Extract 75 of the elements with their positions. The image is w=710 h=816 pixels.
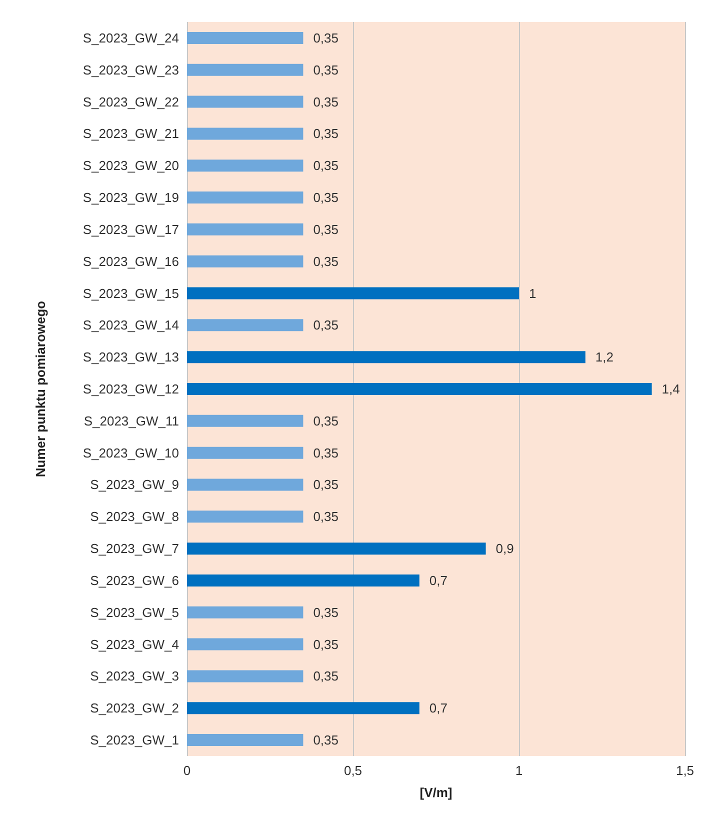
y-tick-label: S_2023_GW_7 xyxy=(90,541,179,556)
bar xyxy=(187,670,304,682)
y-tick-label: S_2023_GW_4 xyxy=(90,636,179,652)
data-label: 0,35 xyxy=(313,636,339,652)
y-tick-label: S_2023_GW_21 xyxy=(82,126,179,142)
data-label: 0,9 xyxy=(496,541,514,556)
y-tick-label: S_2023_GW_12 xyxy=(82,382,179,396)
y-tick-label: S_2023_GW_19 xyxy=(82,190,179,206)
x-tick-label: 1 xyxy=(515,763,523,778)
bar xyxy=(187,319,304,332)
x-axis-title: [V/m] xyxy=(420,785,452,800)
bar xyxy=(187,287,519,300)
bar xyxy=(187,96,304,108)
bar xyxy=(187,351,586,364)
data-label: 0,35 xyxy=(313,413,339,428)
data-label: 0,35 xyxy=(313,668,339,684)
y-tick-label: S_2023_GW_14 xyxy=(82,318,179,333)
y-tick-label: S_2023_GW_22 xyxy=(82,94,179,110)
data-label: 0,35 xyxy=(313,509,339,524)
bar xyxy=(187,606,304,618)
data-label: 0,35 xyxy=(313,732,339,748)
data-label: 0,35 xyxy=(313,190,339,206)
bar xyxy=(187,510,304,523)
bar xyxy=(187,128,304,140)
y-tick-label: S_2023_GW_8 xyxy=(90,509,179,524)
bar xyxy=(187,542,486,555)
y-tick-label: S_2023_GW_5 xyxy=(90,604,179,620)
y-tick-label: S_2023_GW_10 xyxy=(82,445,179,460)
y-tick-label: S_2023_GW_11 xyxy=(84,413,179,428)
x-tick-label: 0 xyxy=(183,763,191,778)
x-tick-label: 1,5 xyxy=(676,763,694,778)
y-tick-label: S_2023_GW_16 xyxy=(82,254,179,269)
bar xyxy=(187,734,304,746)
bar xyxy=(187,478,304,491)
x-tick-label: 0,5 xyxy=(344,763,362,778)
y-tick-label: S_2023_GW_20 xyxy=(82,158,179,174)
y-tick-label: S_2023_GW_23 xyxy=(82,62,179,78)
y-tick-label: S_2023_GW_1 xyxy=(90,732,179,748)
bar xyxy=(187,383,652,395)
bar xyxy=(187,446,304,459)
data-label: 0,35 xyxy=(313,62,339,78)
bar xyxy=(187,32,304,44)
bar xyxy=(187,192,304,204)
bar xyxy=(187,414,304,427)
bar xyxy=(187,223,304,236)
bar xyxy=(187,702,420,714)
data-label: 1,2 xyxy=(595,350,614,365)
y-tick-label: S_2023_GW_2 xyxy=(90,700,179,716)
y-tick-label: S_2023_GW_13 xyxy=(82,350,179,365)
data-label: 0,35 xyxy=(313,254,339,269)
data-label: 0,7 xyxy=(429,700,448,716)
data-label: 0,7 xyxy=(429,572,448,588)
data-label: 0,35 xyxy=(313,30,339,46)
data-label: 0,35 xyxy=(313,158,339,174)
bar xyxy=(187,255,304,268)
bar xyxy=(187,64,304,76)
y-tick-label: S_2023_GW_17 xyxy=(82,222,179,237)
y-tick-label: S_2023_GW_15 xyxy=(82,286,179,301)
data-label: 0,35 xyxy=(313,94,339,110)
data-label: 1 xyxy=(529,286,536,301)
y-tick-label: S_2023_GW_24 xyxy=(82,30,179,46)
data-label: 0,35 xyxy=(313,445,339,460)
y-tick-label: S_2023_GW_6 xyxy=(90,572,179,588)
y-tick-label: S_2023_GW_9 xyxy=(90,477,179,492)
bar xyxy=(187,160,304,172)
bar xyxy=(187,638,304,650)
y-axis-title: Numer punktu pomiarowego xyxy=(33,300,48,478)
bar xyxy=(187,574,420,586)
data-label: 0,35 xyxy=(313,604,339,620)
data-label: 0,35 xyxy=(313,318,339,333)
data-label: 1,4 xyxy=(662,382,680,396)
data-label: 0,35 xyxy=(313,222,339,237)
data-label: 0,35 xyxy=(313,126,339,142)
data-label: 0,35 xyxy=(313,477,339,492)
y-tick-label: S_2023_GW_3 xyxy=(90,668,179,684)
